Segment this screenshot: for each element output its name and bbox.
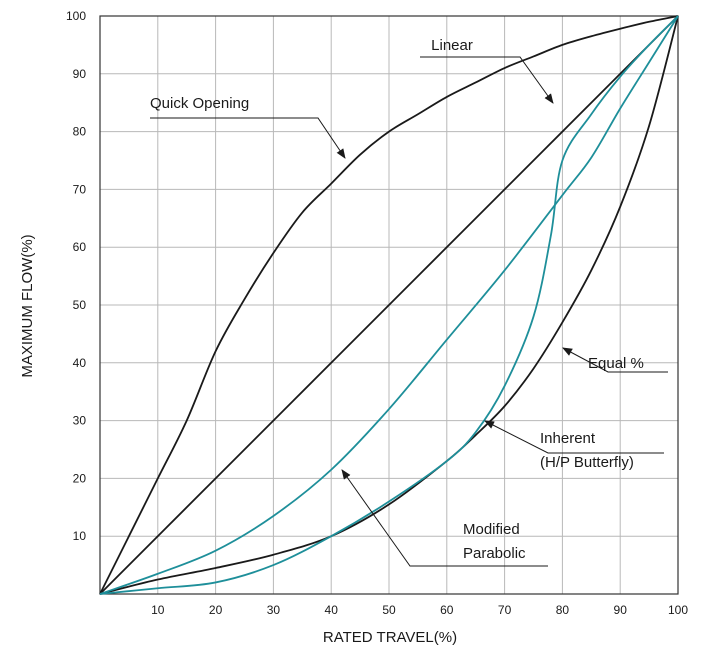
y-tick-label: 30 — [73, 414, 87, 428]
annotations-group: Linear Quick Opening Equal % Inherent (H/P B… — [150, 37, 668, 567]
annotation-text: Parabolic — [463, 545, 526, 562]
plot-frame — [99, 15, 679, 595]
y-tick-label: 90 — [73, 67, 87, 81]
x-tick-label: 70 — [498, 603, 512, 617]
y-tick-label: 50 — [73, 298, 87, 312]
y-tick-label: 70 — [73, 182, 87, 196]
equal-percent-line — [99, 15, 679, 595]
y-tick-label: 10 — [73, 529, 87, 543]
x-tick-label: 90 — [614, 603, 628, 617]
leader-arrow — [562, 347, 668, 373]
annotation-text: Quick Opening — [150, 95, 249, 112]
leader-arrow — [420, 56, 554, 104]
annotation-text: Modified — [463, 521, 520, 538]
tick-labels: 10 20 30 40 50 60 70 80 90 100 10 20 30 40 50 60 70 80 90 1… — [66, 9, 688, 617]
x-tick-label: 10 — [151, 603, 165, 617]
x-tick-label: 50 — [382, 603, 396, 617]
y-tick-label: 20 — [73, 471, 87, 485]
x-tick-label: 60 — [440, 603, 454, 617]
y-tick-label: 40 — [73, 356, 87, 370]
y-axis-label: MAXIMUM FLOW(%) — [19, 234, 36, 377]
modified-parabolic-line — [99, 15, 679, 595]
x-axis-label: RATED TRAVEL(%) — [323, 629, 457, 646]
inherent-butterfly-annotation: Inherent (H/P Butterfly) — [484, 420, 664, 471]
leader-arrow — [484, 420, 664, 454]
y-tick-label: 80 — [73, 125, 87, 139]
quick-opening-annotation: Quick Opening — [150, 95, 346, 159]
annotation-text: Inherent — [540, 430, 596, 447]
series-group — [99, 15, 679, 595]
x-tick-label: 30 — [267, 603, 281, 617]
x-tick-label: 100 — [668, 603, 688, 617]
equal-percent-annotation: Equal % — [562, 347, 668, 373]
annotation-text: Equal % — [588, 355, 644, 372]
x-tick-label: 20 — [209, 603, 223, 617]
annotation-text: Linear — [431, 37, 473, 54]
linear-annotation: Linear — [420, 37, 554, 104]
inherent-butterfly-line — [99, 15, 679, 595]
plot-border — [99, 15, 679, 595]
quick-opening-line — [99, 15, 679, 595]
linear-line — [99, 15, 679, 595]
x-tick-label: 40 — [325, 603, 339, 617]
y-tick-label: 100 — [66, 9, 86, 23]
leader-arrow — [341, 469, 548, 567]
annotation-text: (H/P Butterfly) — [540, 454, 634, 471]
x-tick-label: 80 — [556, 603, 570, 617]
leader-arrow — [150, 117, 346, 159]
y-tick-label: 60 — [73, 240, 87, 254]
modified-parabolic-annotation: Modified Parabolic — [341, 469, 548, 567]
